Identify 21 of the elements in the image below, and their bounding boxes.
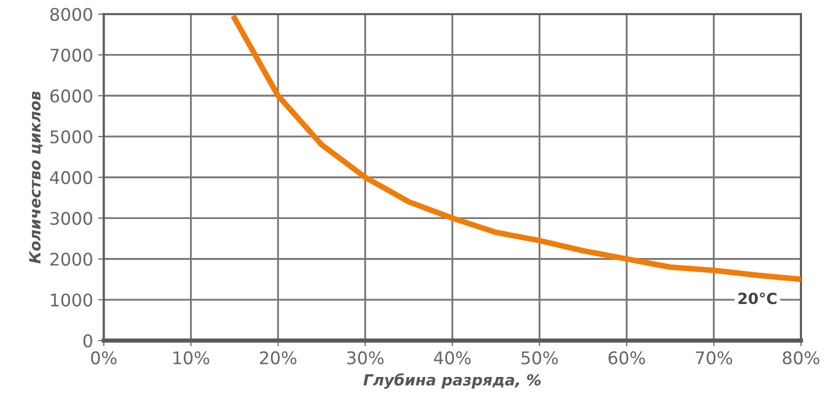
y-tick-label: 1000 <box>51 293 92 307</box>
x-tick-label: 80% <box>782 351 820 364</box>
x-tick-label: 70% <box>696 351 732 364</box>
y-tick-label: 6000 <box>50 89 92 103</box>
x-tick-label: 0% <box>91 351 117 364</box>
y-tick-label: 7000 <box>50 48 92 62</box>
y-axis-title: Количество циклов <box>29 91 43 264</box>
x-tick-label: 30% <box>347 351 384 364</box>
series-label: 20°C <box>738 292 776 304</box>
y-tick-label: 4000 <box>50 171 92 184</box>
x-tick-label: 50% <box>522 351 558 364</box>
x-tick-label: 10% <box>174 351 210 364</box>
x-axis-title: Глубина разряда, % <box>363 373 541 389</box>
y-tick-label: 3000 <box>50 212 92 225</box>
y-tick-label: 8000 <box>50 8 92 21</box>
x-tick-label: 20% <box>260 351 296 364</box>
y-tick-label: 5000 <box>50 130 92 144</box>
y-tick-label: 0 <box>83 334 92 348</box>
y-tick-label: 2000 <box>50 252 92 266</box>
x-tick-label: 60% <box>608 351 645 364</box>
x-tick-label: 40% <box>434 351 471 364</box>
